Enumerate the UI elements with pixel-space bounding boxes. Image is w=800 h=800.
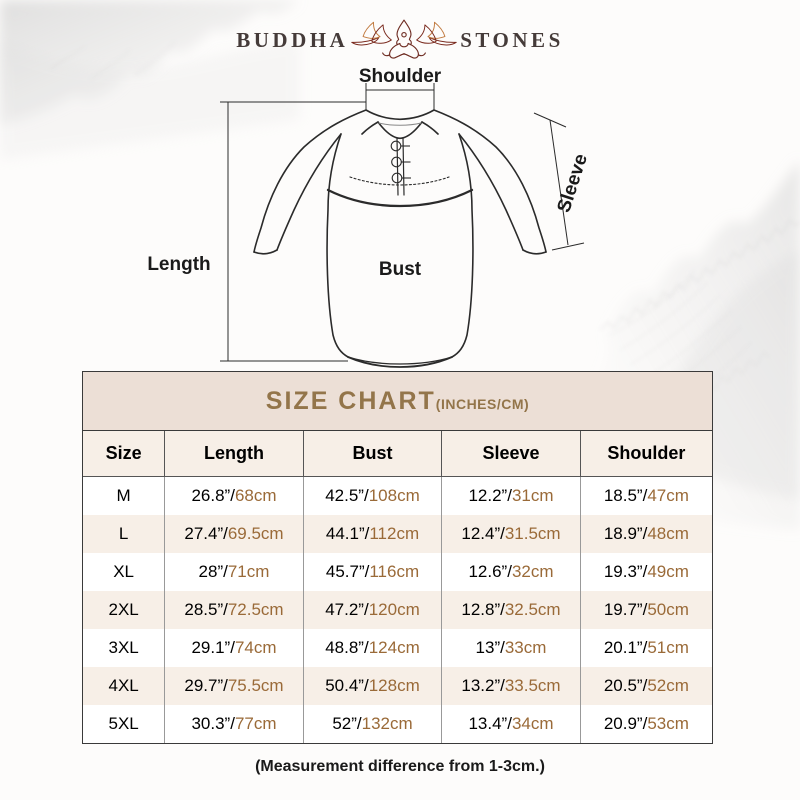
svg-text:Shoulder: Shoulder xyxy=(359,66,442,87)
svg-text:Bust: Bust xyxy=(379,259,422,280)
svg-text:Length: Length xyxy=(147,254,210,275)
